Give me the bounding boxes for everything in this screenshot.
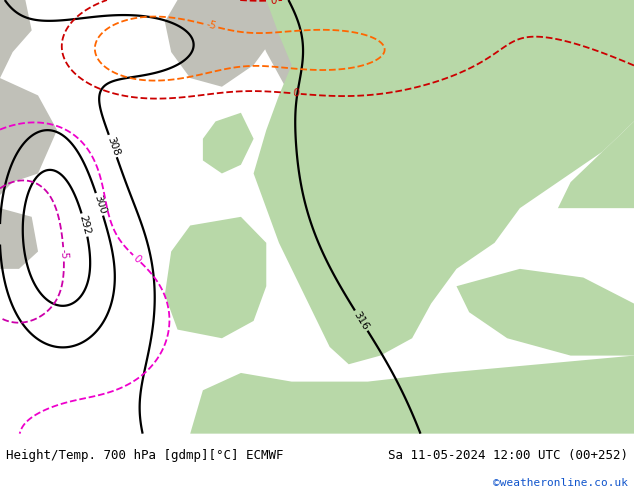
Text: 292: 292 — [77, 214, 92, 236]
Polygon shape — [165, 217, 266, 338]
Polygon shape — [254, 0, 634, 364]
Polygon shape — [0, 78, 57, 195]
Text: 300: 300 — [92, 194, 107, 215]
Text: 316: 316 — [352, 310, 371, 332]
Text: 308: 308 — [105, 135, 121, 157]
Text: 0: 0 — [292, 88, 299, 99]
Polygon shape — [165, 0, 279, 87]
Text: 0: 0 — [131, 253, 143, 265]
Text: -5: -5 — [205, 20, 217, 32]
Polygon shape — [0, 208, 38, 269]
Polygon shape — [0, 0, 32, 78]
Polygon shape — [254, 0, 393, 96]
Text: Height/Temp. 700 hPa [gdmp][°C] ECMWF: Height/Temp. 700 hPa [gdmp][°C] ECMWF — [6, 448, 284, 462]
Polygon shape — [190, 356, 634, 434]
Text: 0: 0 — [270, 0, 277, 5]
Polygon shape — [304, 243, 355, 338]
Text: ©weatheronline.co.uk: ©weatheronline.co.uk — [493, 478, 628, 488]
Polygon shape — [203, 113, 254, 173]
Polygon shape — [558, 122, 634, 208]
Polygon shape — [456, 269, 634, 356]
Text: Sa 11-05-2024 12:00 UTC (00+252): Sa 11-05-2024 12:00 UTC (00+252) — [387, 448, 628, 462]
Text: -5: -5 — [58, 249, 69, 260]
